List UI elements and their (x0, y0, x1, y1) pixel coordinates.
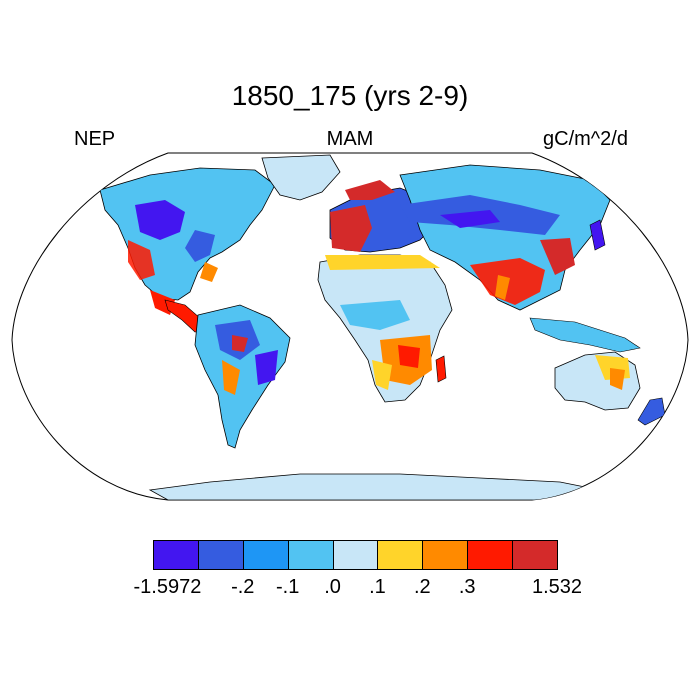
plot-title: 1850_175 (yrs 2-9) (231, 80, 469, 111)
colorbar-tick-label: .1 (369, 576, 386, 598)
colorbar-swatch (287, 540, 334, 570)
colorbar-swatch (242, 540, 289, 570)
variable-label: NEP (74, 128, 116, 150)
colorbar-tick-label: .0 (324, 576, 341, 598)
colorbar-swatch (422, 540, 469, 570)
colorbar-swatch (197, 540, 244, 570)
antarctica (148, 473, 601, 500)
colorbar-tick-label: -.1 (275, 576, 300, 598)
colorbar-swatch (467, 540, 514, 570)
colorbar-swatch (153, 540, 199, 570)
colorbar-tick-label: -.2 (231, 576, 255, 598)
units-label: gC/m^2/d (543, 128, 628, 150)
colorbar-swatch (377, 540, 424, 570)
colorbar-swatch (332, 540, 379, 570)
japan (589, 219, 606, 251)
madagascar (435, 355, 447, 383)
colorbar-swatch (512, 540, 558, 570)
colorbar-tick-label: 1.532 (531, 576, 583, 598)
colorbar-tick-label: .2 (413, 576, 431, 598)
season-label: MAM (326, 128, 374, 150)
colorbar-tick-label: -1.5972 (133, 576, 202, 598)
maritime-southeast-asia (529, 317, 641, 353)
colorbar-tick-label: .3 (458, 576, 476, 598)
greenland (261, 154, 341, 201)
new-zealand (637, 397, 666, 426)
